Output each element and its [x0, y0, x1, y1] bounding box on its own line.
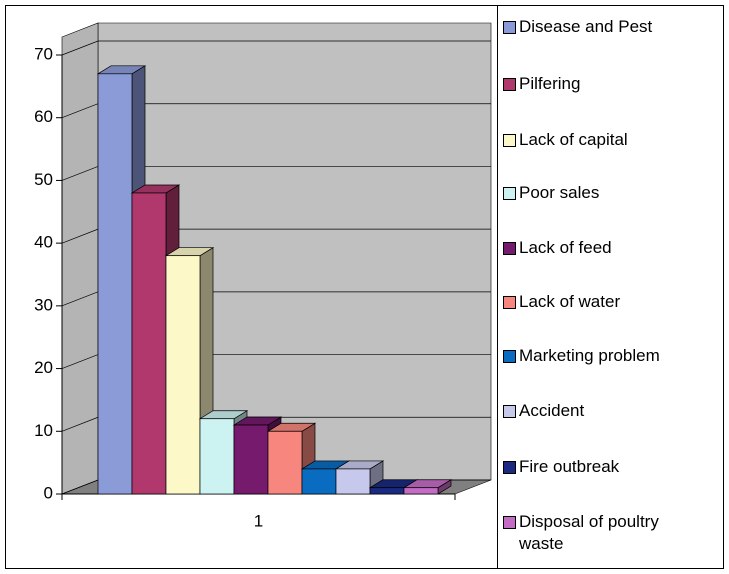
- bar: [97, 73, 133, 495]
- legend-label: Lack of water: [519, 292, 621, 311]
- legend-label: Lack of feed: [519, 238, 612, 257]
- y-tick-label: 0: [44, 483, 53, 502]
- legend-swatch: [503, 187, 516, 200]
- bar: [131, 192, 167, 495]
- bar: [403, 487, 439, 495]
- legend-label: Marketing problem: [519, 346, 660, 365]
- legend-item: Lack of capital: [503, 129, 703, 151]
- side-wall: [61, 22, 99, 495]
- bar: [165, 255, 201, 495]
- legend-label: Poor sales: [519, 183, 600, 202]
- legend-label: Lack of capital: [519, 130, 628, 149]
- grid-line: [61, 40, 491, 56]
- legend-item: Lack of feed: [503, 237, 703, 259]
- bar: [369, 487, 405, 495]
- legend-swatch: [503, 78, 516, 91]
- legend-swatch: [503, 516, 516, 529]
- y-tick-label: 30: [34, 295, 53, 314]
- legend-item: Fire outbreak: [503, 456, 703, 478]
- legend-swatch: [503, 296, 516, 309]
- legend-item: Pilfering: [503, 73, 703, 95]
- legend-item: Poor sales: [503, 182, 703, 204]
- legend-swatch: [503, 350, 516, 363]
- legend-item: Lack of water: [503, 291, 703, 313]
- legend-item: Disposal of poultry waste: [503, 511, 703, 555]
- legend-label: Disposal of poultry waste: [519, 512, 659, 553]
- legend-swatch: [503, 242, 516, 255]
- y-tick-label: 70: [34, 44, 53, 63]
- y-tick-label: 50: [34, 170, 53, 189]
- legend-swatch: [503, 405, 516, 418]
- legend-item: Disease and Pest: [503, 16, 703, 38]
- bar: [335, 468, 371, 495]
- y-tick-label: 40: [34, 233, 53, 252]
- y-tick-label: 10: [34, 421, 53, 440]
- legend-swatch: [503, 461, 516, 474]
- y-tick-label: 60: [34, 107, 53, 126]
- x-tick-label: 1: [254, 511, 263, 530]
- legend-label: Disease and Pest: [519, 17, 653, 36]
- legend-label: Fire outbreak: [519, 457, 620, 476]
- legend-label: Accident: [519, 401, 585, 420]
- legend-swatch: [503, 21, 516, 34]
- bar: [199, 418, 235, 495]
- legend-item: Marketing problem: [503, 345, 703, 367]
- bar: [301, 468, 337, 495]
- legend-label: Pilfering: [519, 74, 581, 93]
- legend-item: Accident: [503, 400, 703, 422]
- legend-swatch: [503, 134, 516, 147]
- bar: [233, 424, 269, 495]
- bar: [267, 430, 303, 495]
- y-tick-label: 20: [34, 358, 53, 377]
